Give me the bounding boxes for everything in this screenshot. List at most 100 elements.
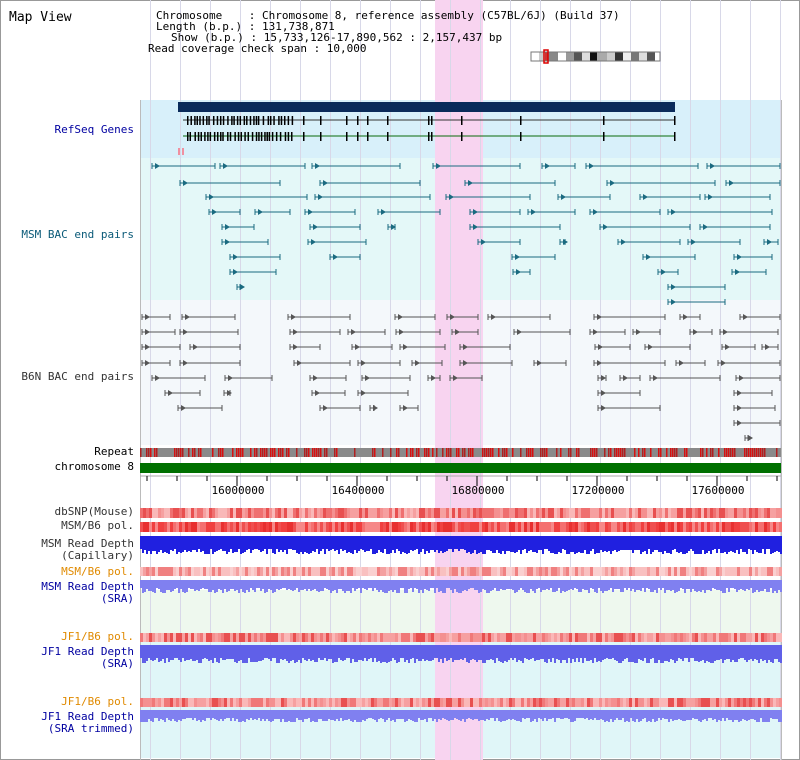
msm-depth-sra-bar xyxy=(770,580,772,588)
msm-depth-capillary-bar xyxy=(470,536,472,554)
msm-b6-pol-band-2-cell xyxy=(416,567,419,576)
jf1-b6-pol-band-cell xyxy=(431,633,434,642)
jf1-b6-pol-band-2-cell xyxy=(623,698,626,707)
track-label-jf1-b6-pol-2[interactable]: JF1/B6 pol. xyxy=(61,695,134,708)
msm-bac-pair-end xyxy=(240,284,245,290)
track-label-jf1-depth-trimmed[interactable]: JF1 Read Depth xyxy=(41,710,134,723)
track-label-msm-b6-pol[interactable]: MSM/B6 pol. xyxy=(61,519,134,532)
msm-depth-capillary-bar xyxy=(668,536,670,553)
jf1-b6-pol-band-cell xyxy=(464,633,467,642)
msm-b6-pol-band-cell xyxy=(296,522,299,532)
dbsnp-band-cell xyxy=(659,508,662,518)
msm-depth-capillary-bar xyxy=(208,536,210,554)
msm-depth-sra-bar xyxy=(674,580,676,593)
msm-b6-pol-band-2-cell xyxy=(683,567,686,576)
jf1-depth-sra-bar xyxy=(770,645,772,662)
msm-depth-sra-bar xyxy=(210,580,212,592)
b6n-bac-pair-end xyxy=(351,329,356,335)
jf1-depth-sra-bar xyxy=(252,645,254,662)
jf1-depth-sra-bar xyxy=(640,645,642,660)
track-label-jf1-b6-pol[interactable]: JF1/B6 pol. xyxy=(61,630,134,643)
jf1-depth-sra-bar xyxy=(506,645,508,662)
repeat-element xyxy=(710,448,712,457)
msm-b6-pol-band-2-cell xyxy=(674,567,677,576)
dbsnp-band-cell xyxy=(320,508,323,518)
jf1-depth-sra-bar xyxy=(304,645,306,660)
repeat-element xyxy=(432,448,434,457)
jf1-depth-trimmed-bar xyxy=(310,710,312,722)
jf1-b6-pol-band-cell xyxy=(716,633,719,642)
msm-depth-sra-bar xyxy=(504,580,506,590)
jf1-depth-trimmed-bar xyxy=(378,710,380,719)
msm-depth-capillary-bar xyxy=(154,536,156,551)
track-label-msm-bac[interactable]: MSM BAC end pairs xyxy=(21,228,134,241)
msm-depth-capillary-bar xyxy=(776,536,778,551)
msm-depth-sra-bar xyxy=(396,580,398,593)
track-label-dbsnp[interactable]: dbSNP(Mouse) xyxy=(54,505,134,518)
track-label-msm-b6-pol-2[interactable]: MSM/B6 pol. xyxy=(61,565,134,578)
jf1-b6-pol-band-cell xyxy=(509,633,512,642)
msm-depth-capillary-bar xyxy=(386,536,388,554)
jf1-b6-pol-band-cell xyxy=(350,633,353,642)
repeat-element xyxy=(482,448,484,457)
jf1-b6-pol-band-cell xyxy=(647,633,650,642)
jf1-depth-trimmed-bar xyxy=(390,710,392,721)
jf1-depth-sra-bar xyxy=(598,645,600,661)
msm-depth-sra-bar xyxy=(734,580,736,589)
msm-b6-pol-band-2-cell xyxy=(554,567,557,576)
jf1-depth-sra-bar xyxy=(496,645,498,658)
jf1-b6-pol-band-cell xyxy=(488,633,491,642)
jf1-depth-trimmed-bar xyxy=(318,710,320,719)
jf1-b6-pol-band-cell xyxy=(308,633,311,642)
jf1-b6-pol-band-cell xyxy=(386,633,389,642)
dbsnp-band-cell xyxy=(731,508,734,518)
msm-b6-pol-band-2-cell xyxy=(200,567,203,576)
msm-depth-sra-bar xyxy=(228,580,230,591)
jf1-depth-trimmed-bar xyxy=(602,710,604,720)
dbsnp-band-cell xyxy=(662,508,665,518)
jf1-b6-pol-band-2-cell xyxy=(734,698,737,707)
jf1-b6-pol-band-cell xyxy=(539,633,542,642)
msm-b6-pol-band-2-cell xyxy=(317,567,320,576)
jf1-depth-trimmed-bar xyxy=(512,710,514,719)
track-label-jf1-depth-sra[interactable]: JF1 Read Depth xyxy=(41,645,134,658)
msm-b6-pol-band-2-cell xyxy=(626,567,629,576)
msm-b6-pol-band-2-cell xyxy=(359,567,362,576)
track-label-refseq[interactable]: RefSeq Genes xyxy=(54,123,134,136)
msm-depth-capillary-bar xyxy=(242,536,244,553)
jf1-b6-pol-band-2-cell xyxy=(233,698,236,707)
jf1-depth-sra-bar xyxy=(194,645,196,661)
jf1-depth-trimmed-bar xyxy=(386,710,388,720)
dbsnp-band-cell xyxy=(587,508,590,518)
msm-b6-pol-band-2-cell xyxy=(530,567,533,576)
track-label-msm-depth-capillary[interactable]: MSM Read Depth xyxy=(41,537,134,550)
jf1-depth-sra-bar xyxy=(614,645,616,660)
track-label-repeat[interactable]: Repeat xyxy=(94,445,134,458)
msm-depth-sra-bar xyxy=(746,580,748,589)
jf1-b6-pol-band-cell xyxy=(620,633,623,642)
jf1-depth-trimmed-bar xyxy=(596,710,598,720)
msm-depth-capillary-bar xyxy=(648,536,650,549)
dbsnp-band-cell xyxy=(644,508,647,518)
b6n-bac-pair-end xyxy=(648,344,653,350)
jf1-depth-sra-bar xyxy=(338,645,340,658)
msm-depth-capillary-bar xyxy=(472,536,474,553)
jf1-depth-trimmed-bar xyxy=(616,710,618,718)
jf1-depth-sra-bar xyxy=(154,645,156,660)
msm-depth-sra-bar xyxy=(642,580,644,588)
track-label-msm-depth-sra[interactable]: MSM Read Depth xyxy=(41,580,134,593)
msm-b6-pol-band-cell xyxy=(422,522,425,532)
track-label-b6n-bac[interactable]: B6N BAC end pairs xyxy=(21,370,134,383)
jf1-depth-trimmed-bar xyxy=(214,710,216,719)
msm-depth-capillary-bar xyxy=(264,536,266,549)
jf1-b6-pol-band-2-cell xyxy=(509,698,512,707)
msm-b6-pol-band-cell xyxy=(482,522,485,532)
jf1-b6-pol-band-cell xyxy=(407,633,410,642)
jf1-b6-pol-band-cell xyxy=(572,633,575,642)
jf1-depth-trimmed-bar xyxy=(632,710,634,721)
msm-depth-sra-bar xyxy=(496,580,498,591)
msm-depth-capillary-bar xyxy=(306,536,308,553)
refseq-exon xyxy=(251,132,254,141)
dbsnp-band-cell xyxy=(317,508,320,518)
